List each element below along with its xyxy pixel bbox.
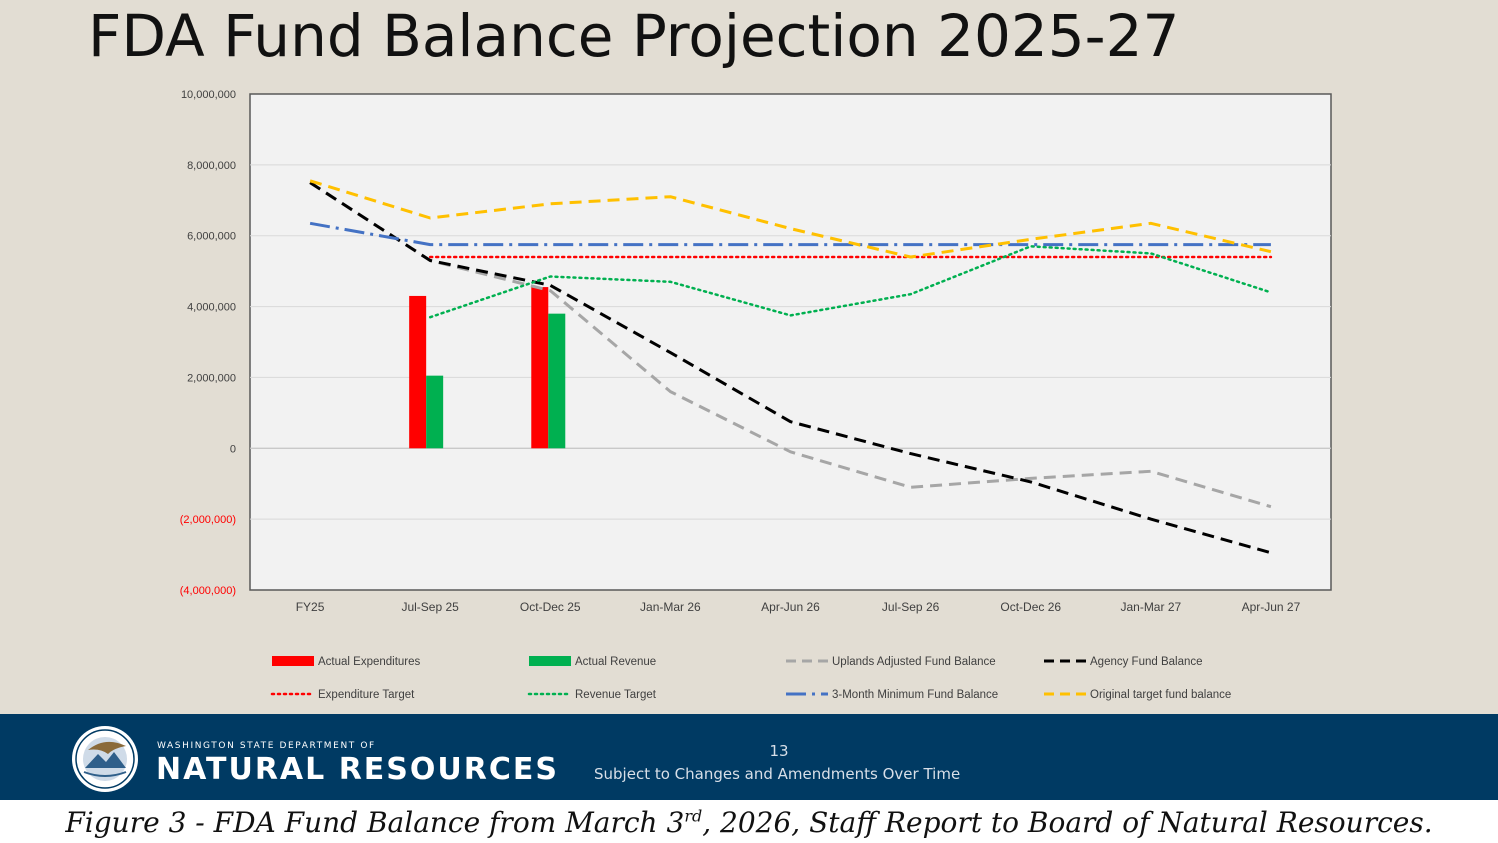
legend-label-expenditure-target: Expenditure Target [318, 689, 415, 701]
series-line-uplands-adjusted-fund-balance [309, 181, 1272, 509]
series-line-3-month-minimum-fund-balance [309, 221, 1271, 247]
y-tick-label: 2,000,000 [187, 372, 236, 384]
bar-actual-expenditures [531, 287, 549, 449]
y-tick-label: 4,000,000 [187, 302, 236, 314]
x-tick-label: Apr-Jun 27 [1242, 600, 1301, 614]
plot-area [249, 93, 1332, 591]
legend-label-revenue-target: Revenue Target [575, 689, 657, 701]
x-tick-label: FY25 [296, 600, 325, 614]
caption-superscript: rd [684, 806, 703, 826]
y-tick-label: (2,000,000) [180, 514, 236, 526]
legend-swatch-actual-revenue [529, 656, 571, 666]
org-name-line1: WASHINGTON STATE DEPARTMENT OF [157, 741, 376, 751]
x-tick-label: Oct-Dec 26 [1000, 600, 1061, 614]
dnr-seal-icon [72, 726, 138, 792]
y-tick-label: (4,000,000) [180, 585, 236, 597]
slide-footer: WASHINGTON STATE DEPARTMENT OF NATURAL R… [0, 714, 1498, 800]
caption-suffix: , 2026, Staff Report to Board of Natural… [702, 806, 1433, 839]
x-tick-label: Jul-Sep 26 [882, 600, 940, 614]
y-tick-label: 10,000,000 [181, 89, 236, 101]
y-tick-label: 0 [230, 443, 236, 455]
bar-actual-expenditures [409, 295, 427, 449]
footer-note: Subject to Changes and Amendments Over T… [594, 765, 961, 783]
bar-actual-revenue [548, 313, 566, 449]
legend-label-actual-revenue: Actual Revenue [575, 656, 656, 668]
legend-label-3-month-minimum-fund-balance: 3-Month Minimum Fund Balance [832, 689, 998, 701]
slide-title: FDA Fund Balance Projection 2025-27 [88, 2, 1180, 70]
x-tick-label: Oct-Dec 25 [520, 600, 581, 614]
series-line-agency-fund-balance [309, 181, 1272, 555]
caption-prefix: Figure 3 - FDA Fund Balance from March 3 [65, 806, 685, 839]
legend-label-actual-expenditures: Actual Expenditures [318, 656, 421, 668]
fund-balance-chart: 10,000,000 8,000,000 6,000,000 4,000,000 2,0… [180, 89, 1332, 701]
x-tick-label: Jan-Mar 27 [1120, 600, 1181, 614]
bar-actual-revenue [426, 375, 444, 449]
y-tick-label: 8,000,000 [187, 160, 236, 172]
figure-caption: Figure 3 - FDA Fund Balance from March 3… [0, 806, 1498, 839]
org-name-line2: NATURAL RESOURCES [156, 752, 559, 787]
legend-label-original-target-fund-balance: Original target fund balance [1090, 689, 1231, 701]
legend-label-agency-fund-balance: Agency Fund Balance [1090, 656, 1203, 668]
page-number: 13 [769, 742, 789, 760]
slide: FDA Fund Balance Projection 2025-27 10,0… [0, 0, 1498, 714]
series-line-revenue-target [428, 245, 1273, 319]
x-tick-label: Apr-Jun 26 [761, 600, 820, 614]
x-tick-label: Jan-Mar 26 [640, 600, 701, 614]
x-tick-label: Jul-Sep 25 [401, 600, 459, 614]
legend-label-uplands-adjusted-fund-balance: Uplands Adjusted Fund Balance [832, 656, 996, 668]
legend-swatch-actual-expenditures [272, 656, 314, 666]
y-tick-label: 6,000,000 [187, 231, 236, 243]
